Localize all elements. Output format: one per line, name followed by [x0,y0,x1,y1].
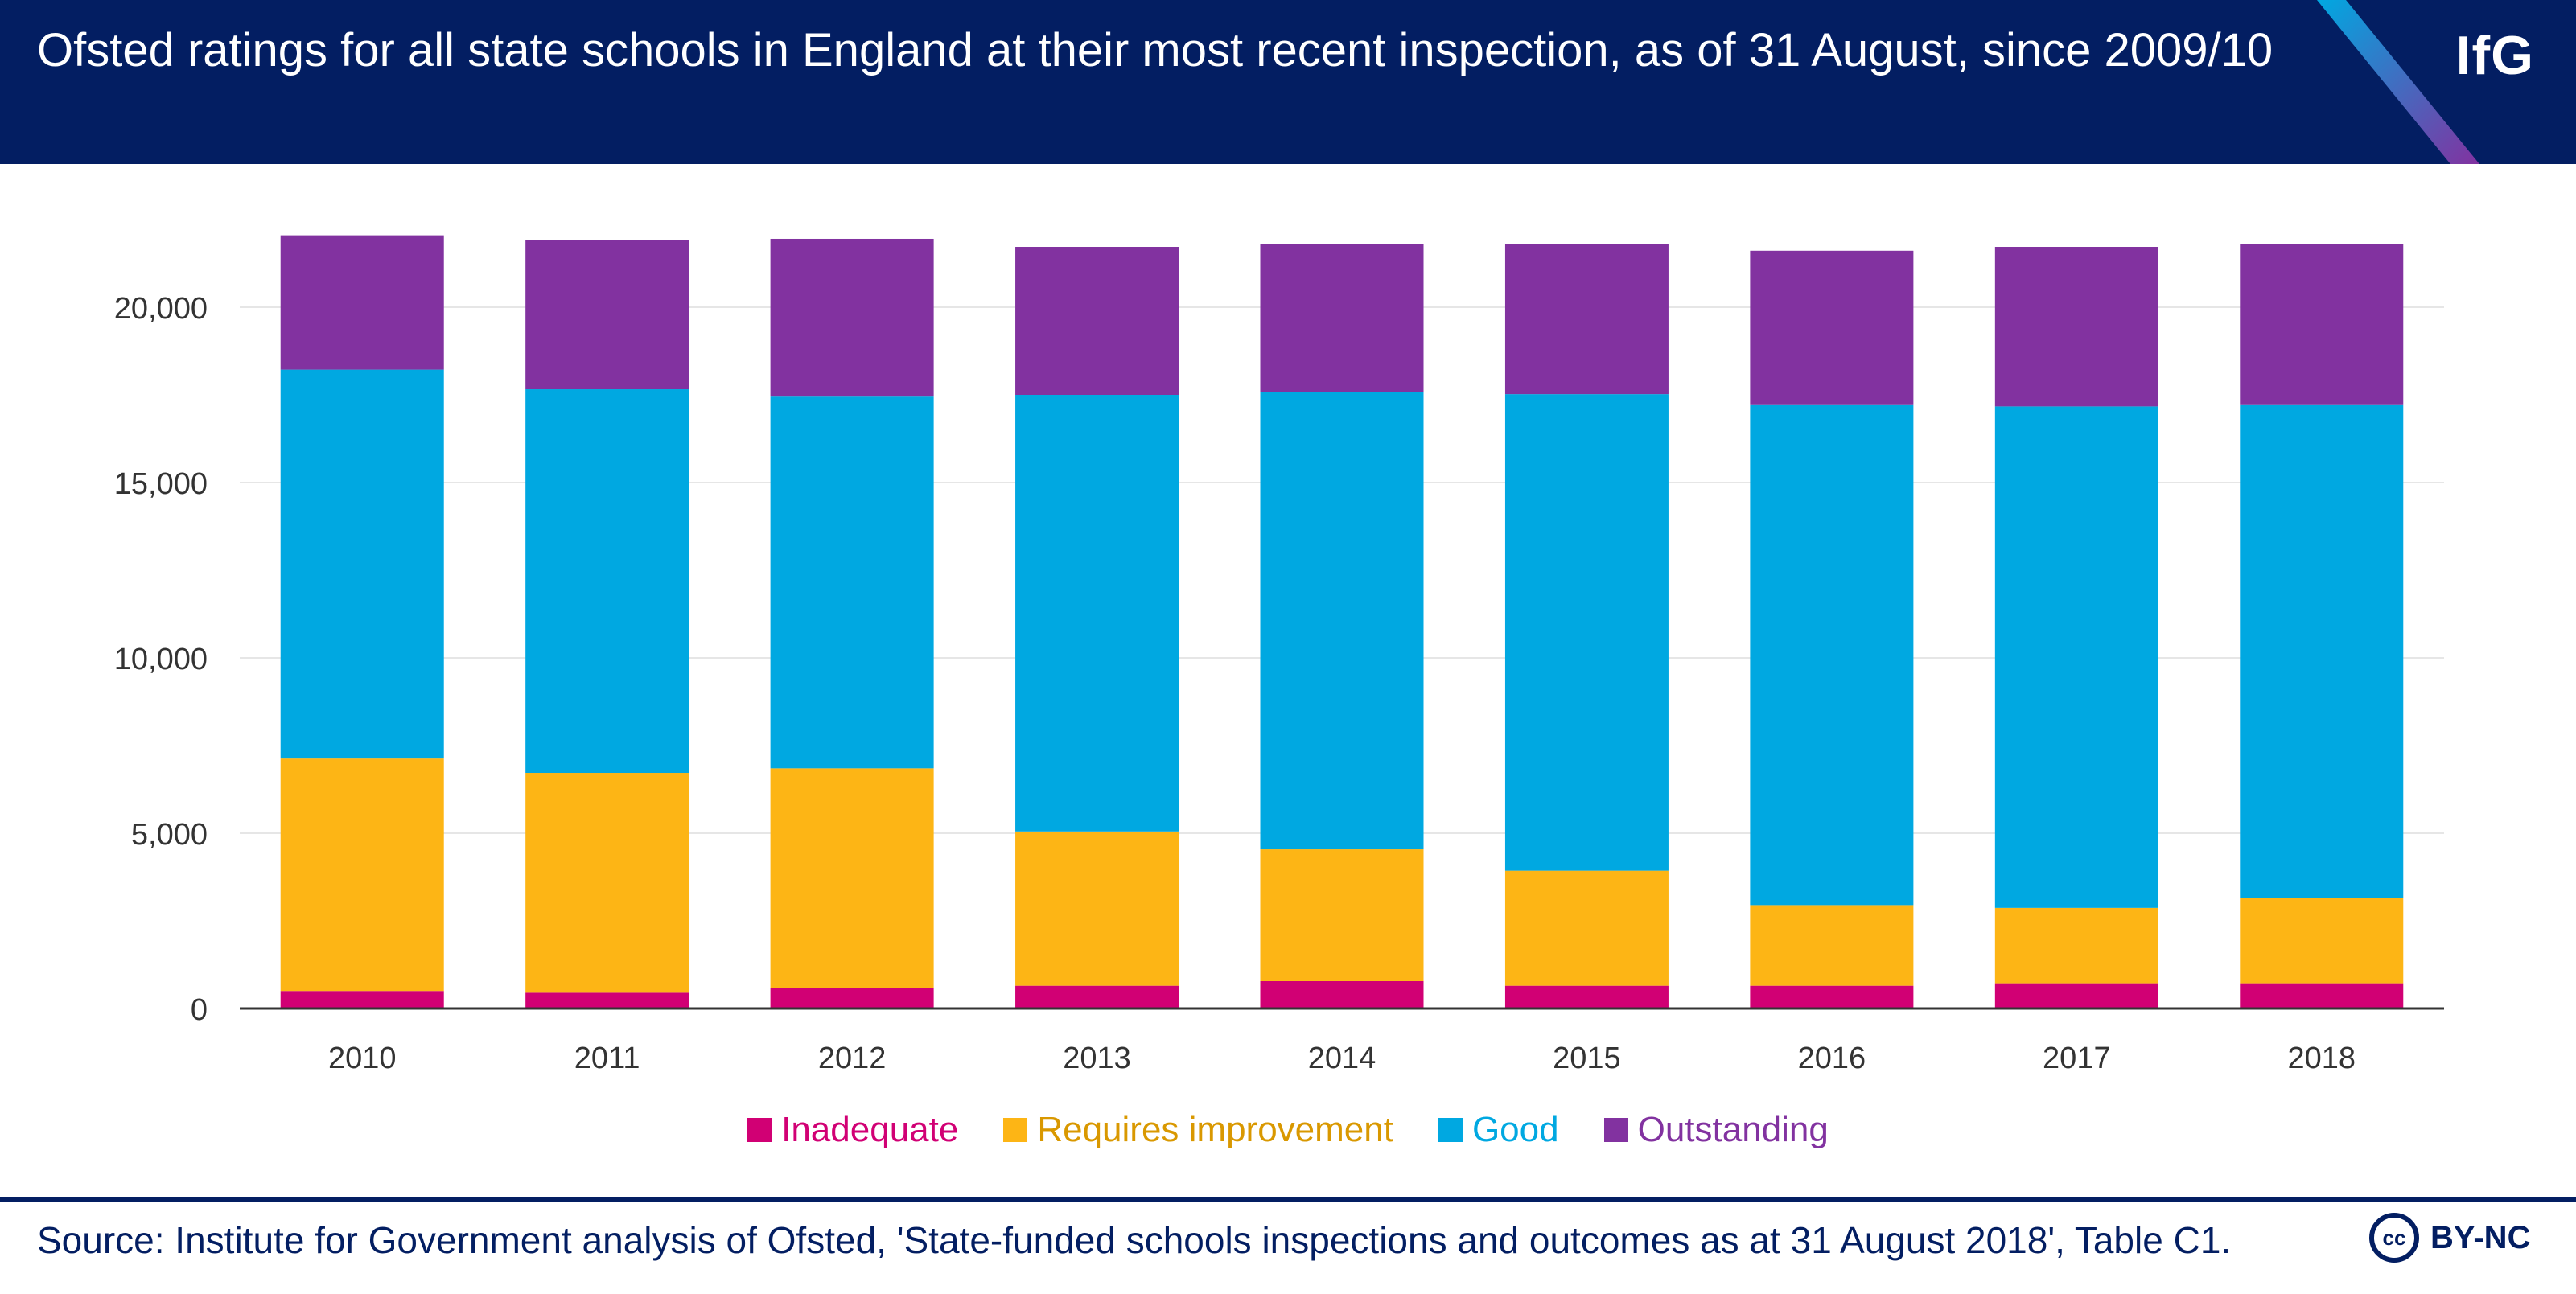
y-tick-label: 0 [191,993,208,1027]
x-tick-label: 2018 [2288,1041,2356,1075]
bar-outstanding-2012 [770,238,934,397]
x-tick-label: 2013 [1063,1041,1131,1075]
bar-good-2016 [1750,404,1914,906]
bar-good-2017 [1994,406,2158,908]
footer-divider [0,1197,2576,1202]
legend-swatch [1438,1118,1463,1142]
bar-inadequate-2017 [1994,983,2158,1008]
legend-label: Outstanding [1637,1110,1829,1149]
bar-requires-improvement-2010 [280,758,444,992]
bar-good-2010 [280,369,444,759]
x-tick-label: 2017 [2043,1041,2111,1075]
bar-outstanding-2018 [2240,244,2404,405]
bar-outstanding-2016 [1750,250,1914,405]
bar-good-2013 [1015,395,1179,832]
bar-good-2015 [1504,394,1669,871]
bar-outstanding-2014 [1260,244,1424,392]
bar-requires-improvement-2016 [1750,905,1914,986]
bar-good-2014 [1260,392,1424,850]
bar-requires-improvement-2014 [1260,849,1424,981]
y-tick-label: 5,000 [131,818,208,852]
bar-outstanding-2011 [525,240,689,390]
bar-inadequate-2016 [1750,985,1914,1008]
bar-inadequate-2014 [1260,980,1424,1008]
chart-title: Ofsted ratings for all state schools in … [37,24,2274,76]
bar-requires-improvement-2012 [770,768,934,988]
x-tick-label: 2012 [818,1041,887,1075]
bar-outstanding-2015 [1504,244,1669,395]
bar-inadequate-2015 [1504,985,1669,1008]
legend-label: Requires improvement [1037,1110,1393,1149]
bar-inadequate-2013 [1015,985,1179,1008]
bar-good-2012 [770,396,934,769]
header-banner: Ofsted ratings for all state schools in … [0,0,2576,164]
ifg-logo: IfG [2455,25,2534,86]
ifg-logo-stripe-icon [2317,0,2479,164]
bar-requires-improvement-2015 [1504,870,1669,986]
bar-requires-improvement-2011 [525,773,689,993]
bar-outstanding-2013 [1015,247,1179,395]
legend-label: Good [1471,1110,1559,1149]
legend-swatch [1603,1118,1628,1142]
bar-requires-improvement-2018 [2240,898,2404,984]
bar-requires-improvement-2017 [1994,907,2158,984]
chart-legend: Inadequate Requires improvement Good Outsta… [0,1106,2576,1154]
bar-requires-improvement-2013 [1015,831,1179,986]
y-tick-label: 10,000 [114,643,208,676]
x-tick-label: 2010 [328,1041,397,1075]
legend-swatch [1003,1118,1028,1142]
y-tick-label: 15,000 [114,467,208,501]
bar-outstanding-2017 [1994,247,2158,407]
bar-inadequate-2012 [770,988,934,1008]
creative-commons-icon: cc [2369,1213,2419,1263]
x-tick-label: 2011 [574,1041,640,1075]
legend-item-good: Good [1438,1110,1559,1150]
bar-outstanding-2010 [280,235,444,370]
bar-inadequate-2011 [525,992,689,1008]
stacked-bar-chart: 0 5,000 10,000 15,000 20,000 2010 2011 2012 2013… [114,235,2444,1075]
license-label: BY-NC [2430,1219,2531,1255]
legend-label: Inadequate [781,1110,959,1149]
legend-item-outstanding: Outstanding [1603,1110,1829,1150]
legend-swatch [747,1118,772,1142]
bar-inadequate-2018 [2240,983,2404,1008]
source-note: Source: Institute for Government analysi… [37,1219,2232,1261]
bar-inadequate-2010 [280,991,444,1008]
bar-good-2011 [525,389,689,774]
x-tick-label: 2014 [1308,1041,1376,1075]
x-tick-label: 2015 [1553,1041,1621,1075]
bar-good-2018 [2240,404,2404,898]
legend-item-requires-improvement: Requires improvement [1003,1110,1393,1150]
y-tick-label: 20,000 [114,292,208,326]
license-badge: cc BY-NC [2369,1213,2530,1263]
x-tick-label: 2016 [1798,1041,1866,1075]
legend-item-inadequate: Inadequate [747,1110,958,1150]
